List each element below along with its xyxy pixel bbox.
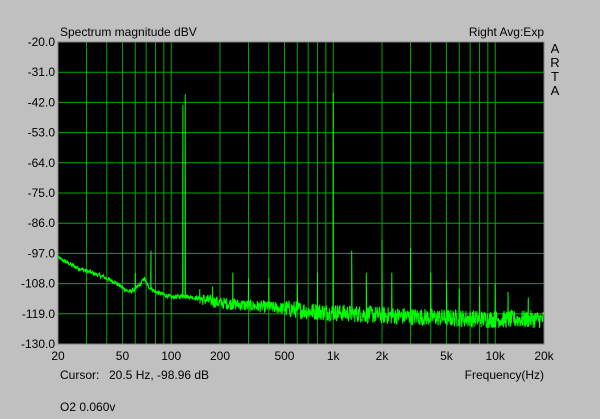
y-tick-label: -119.0: [22, 307, 55, 321]
x-axis-ticks: 20 50 100 200 500 1k 2k 5k 10k 20k: [51, 349, 554, 363]
x-tick-label: 10k: [486, 349, 506, 363]
x-tick-label: 200: [210, 349, 230, 363]
x-tick-label: 20: [51, 349, 65, 363]
y-tick-label: -130.0: [21, 337, 55, 351]
y-axis-ticks: -20.0 -31.0 -42.0 -53.0 -64.0 -75.0 -86.0 -97.0…: [21, 35, 55, 351]
plot-frame: [57, 41, 545, 345]
channel-averaging-mode: Right Avg:Exp: [468, 25, 544, 39]
spectrum-line: [57, 92, 545, 329]
cursor-readout: 20.5 Hz, -98.96 dB: [109, 368, 210, 382]
y-tick-label: -97.0: [28, 246, 56, 260]
cursor-label: Cursor:: [60, 368, 100, 382]
x-tick-label: 5k: [440, 349, 454, 363]
spectrum-trace: [57, 92, 545, 329]
x-tick-label: 2k: [376, 349, 390, 363]
y-tick-label: -75.0: [28, 186, 56, 200]
x-tick-label: 50: [116, 349, 130, 363]
y-tick-label: -86.0: [28, 216, 56, 230]
footer-note: O2 0.060v: [60, 400, 116, 414]
y-tick-label: -31.0: [28, 65, 56, 79]
brand-letter: A: [550, 41, 560, 56]
y-tick-label: -42.0: [28, 95, 56, 109]
y-tick-label: -108.0: [21, 277, 55, 291]
brand-letter: R: [550, 55, 560, 70]
brand-letter: T: [551, 69, 559, 84]
brand-vertical-text: A R T A: [549, 42, 561, 98]
brand-letter: A: [550, 83, 560, 98]
x-tick-label: 500: [274, 349, 294, 363]
x-tick-label: 100: [161, 349, 181, 363]
x-tick-label: 1k: [327, 349, 341, 363]
y-tick-label: -64.0: [28, 156, 56, 170]
x-axis-label: Frequency(Hz): [464, 368, 544, 382]
y-tick-label: -53.0: [28, 126, 56, 140]
x-tick-label: 20k: [534, 349, 554, 363]
chart-title: Spectrum magnitude dBV: [60, 25, 197, 39]
y-tick-label: -20.0: [28, 35, 56, 49]
